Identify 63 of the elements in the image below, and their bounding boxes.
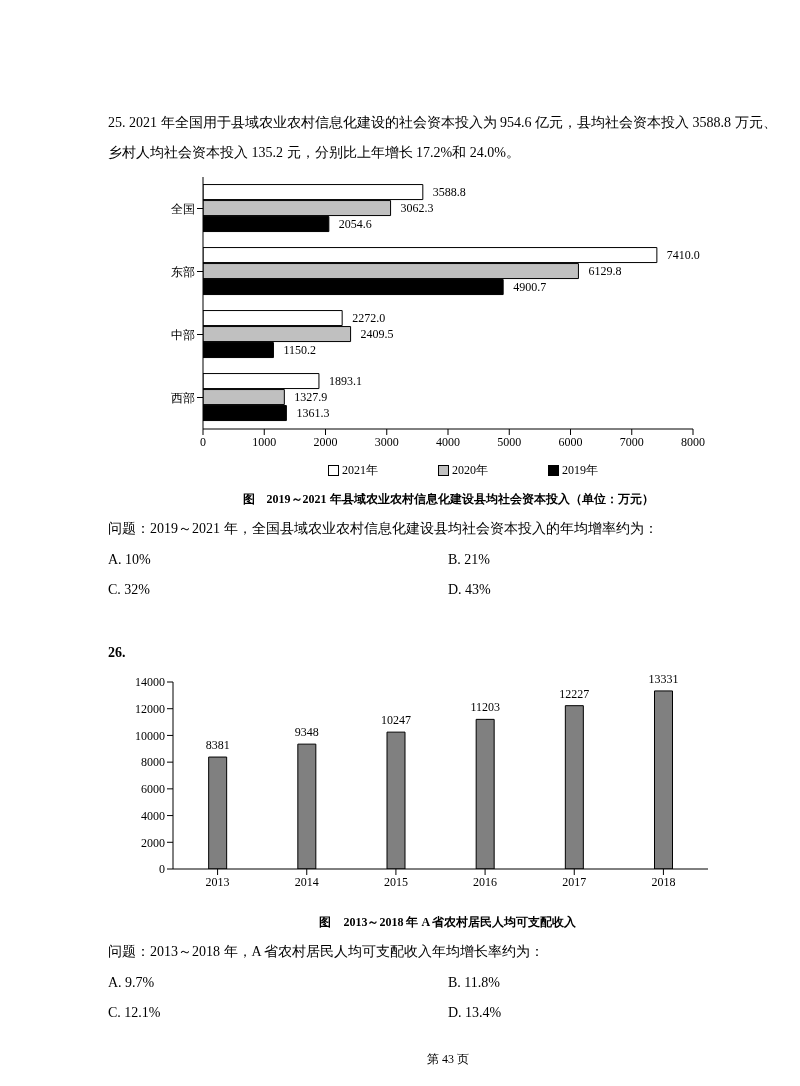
data-label: 1327.9 bbox=[294, 390, 328, 405]
x-tick-label: 6000 bbox=[558, 434, 583, 449]
y-tick-label: 10000 bbox=[135, 728, 165, 743]
text: 26. bbox=[108, 644, 127, 662]
data-label: 2409.5 bbox=[360, 327, 394, 342]
text: 25. 2021 年全国用于县域农业农村信息化建设的社会资本投入为 954.6 亿元，县均社会资本投入 3588.8 万元、乡村人均社会资本投入 135.2 元，分别比上年增长 17.2%和 24.0%。 bbox=[108, 114, 778, 162]
data-label: 3062.3 bbox=[400, 201, 434, 216]
x-tick-label: 4000 bbox=[436, 434, 460, 449]
data-label: 8381 bbox=[205, 738, 230, 753]
y-tick-label: 2000 bbox=[141, 835, 165, 850]
text: C. 32% bbox=[108, 582, 151, 598]
text: A. 9.7% bbox=[108, 975, 156, 991]
y-tick-label: 东部 bbox=[171, 264, 195, 279]
x-tick-label: 3000 bbox=[374, 434, 399, 449]
data-label: 13331 bbox=[648, 671, 679, 686]
data-label: 2054.6 bbox=[338, 217, 372, 232]
data-label: 6129.8 bbox=[588, 264, 622, 279]
x-tick-label: 1000 bbox=[252, 434, 277, 449]
data-label: 12227 bbox=[559, 686, 590, 701]
x-tick-label: 2015 bbox=[383, 874, 408, 889]
text: B. 11.8% bbox=[448, 975, 501, 991]
legend-label: 2019年 bbox=[561, 462, 598, 479]
data-label: 7410.0 bbox=[666, 248, 700, 263]
text: C. 12.1% bbox=[108, 1005, 162, 1021]
y-tick-label: 中部 bbox=[171, 327, 195, 342]
y-tick-label: 0 bbox=[159, 862, 165, 877]
x-tick-label: 7000 bbox=[619, 434, 644, 449]
data-label: 10247 bbox=[381, 713, 411, 728]
text: D. 43% bbox=[448, 582, 492, 598]
y-tick-label: 14000 bbox=[135, 675, 165, 690]
text: 图 2013～2018 年 A 省农村居民人均可支配收入 bbox=[318, 914, 578, 931]
text: 第 43 页 bbox=[426, 1051, 470, 1068]
y-tick-label: 西部 bbox=[171, 390, 195, 405]
text: 问题：2019～2021 年，全国县域农业农村信息化建设县均社会资本投入的年均增率约为： bbox=[108, 520, 659, 538]
data-label: 2272.0 bbox=[352, 311, 386, 326]
legend-label: 2020年 bbox=[451, 462, 488, 479]
data-label: 3588.8 bbox=[432, 185, 466, 200]
x-tick-label: 0 bbox=[200, 434, 206, 449]
y-tick-label: 全国 bbox=[171, 201, 195, 216]
y-tick-label: 8000 bbox=[141, 755, 165, 770]
x-tick-label: 5000 bbox=[497, 434, 522, 449]
data-label: 11203 bbox=[470, 700, 500, 715]
x-tick-label: 2000 bbox=[313, 434, 338, 449]
data-label: 9348 bbox=[294, 725, 319, 740]
x-tick-label: 2014 bbox=[294, 874, 319, 889]
legend-label: 2021年 bbox=[341, 462, 378, 479]
x-tick-label: 8000 bbox=[681, 434, 705, 449]
data-label: 1150.2 bbox=[283, 343, 317, 358]
data-label: 1361.3 bbox=[296, 406, 330, 421]
data-label: 1893.1 bbox=[328, 374, 362, 389]
text: D. 13.4% bbox=[448, 1005, 503, 1021]
data-label: 4900.7 bbox=[513, 280, 547, 295]
text: B. 21% bbox=[448, 552, 491, 568]
y-tick-label: 12000 bbox=[135, 701, 165, 716]
x-tick-label: 2017 bbox=[562, 874, 587, 889]
x-tick-label: 2018 bbox=[651, 874, 676, 889]
x-tick-label: 2013 bbox=[205, 874, 230, 889]
x-tick-label: 2016 bbox=[473, 874, 498, 889]
text: A. 10% bbox=[108, 552, 152, 568]
text: 问题：2013～2018 年，A 省农村居民人均可支配收入年均增长率约为： bbox=[108, 943, 546, 961]
y-tick-label: 4000 bbox=[141, 808, 165, 823]
y-tick-label: 6000 bbox=[141, 782, 165, 797]
text: 图 2019～2021 年县域农业农村信息化建设县均社会资本投入（单位：万元） bbox=[241, 491, 655, 508]
